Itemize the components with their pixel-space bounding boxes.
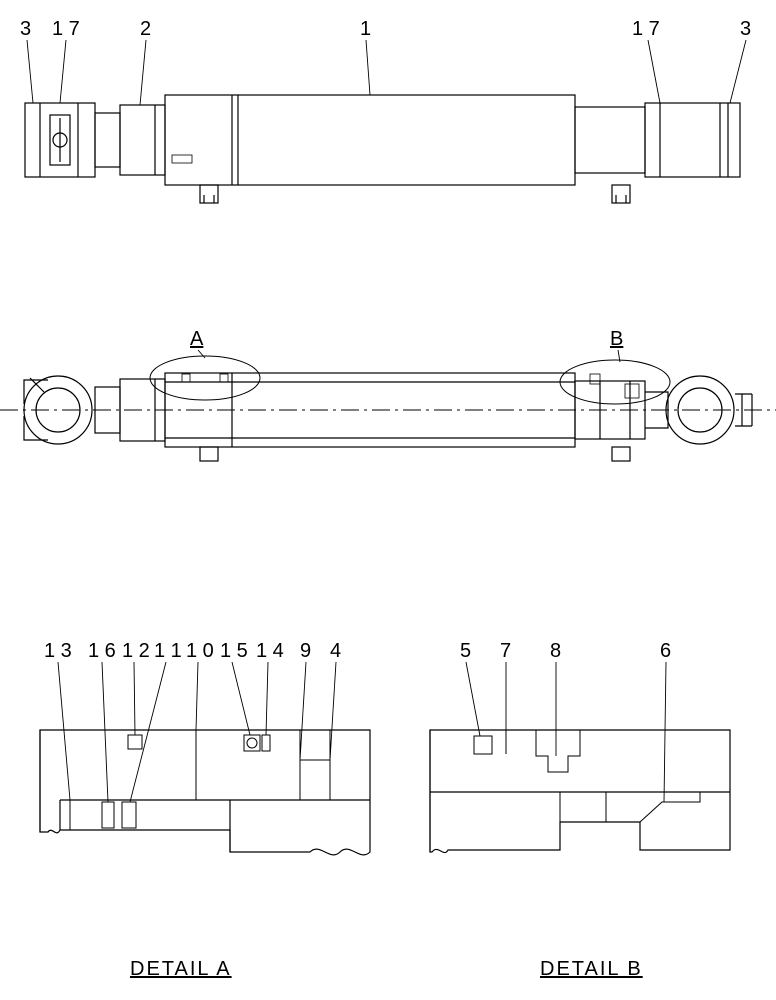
label-9: 9 [300,640,311,663]
footer-detail-b: DETAIL B [540,958,643,981]
detail-b [430,662,730,853]
technical-drawing [0,0,776,1000]
detail-a [40,662,370,855]
top-view [25,40,746,203]
label-detail-a-marker: A [190,328,203,351]
label-2: 2 [140,18,151,41]
label-1: 1 [360,18,371,41]
label-12: 1 2 [122,640,150,663]
label-detail-b-marker: B [610,328,623,351]
footer-detail-a: DETAIL A [130,958,232,981]
label-11: 1 1 [154,640,182,663]
label-16: 1 6 [88,640,116,663]
label-10: 1 0 [186,640,214,663]
section-view [0,350,776,461]
label-17-right: 1 7 [632,18,660,41]
label-3-left: 3 [20,18,31,41]
label-5: 5 [460,640,471,663]
label-4: 4 [330,640,341,663]
label-17-left: 1 7 [52,18,80,41]
label-6: 6 [660,640,671,663]
label-8: 8 [550,640,561,663]
label-13: 1 3 [44,640,72,663]
label-14: 1 4 [256,640,284,663]
label-7: 7 [500,640,511,663]
label-15: 1 5 [220,640,248,663]
label-3-right: 3 [740,18,751,41]
